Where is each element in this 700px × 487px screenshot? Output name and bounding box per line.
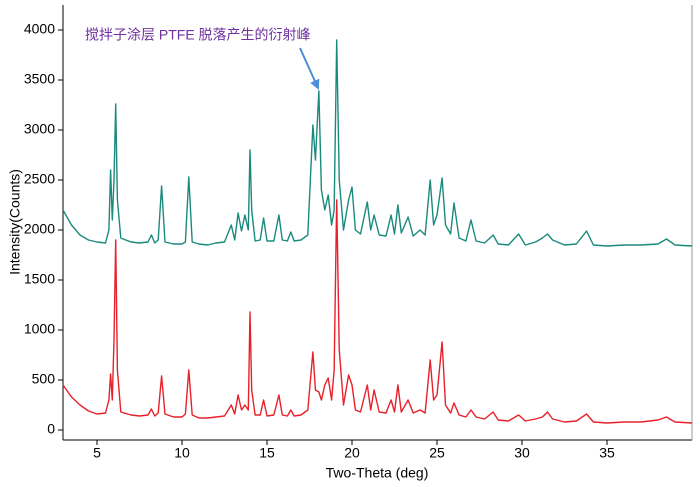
x-tick-label: 30 bbox=[514, 445, 530, 461]
y-tick-label: 1500 bbox=[24, 271, 55, 287]
y-tick-label: 0 bbox=[47, 421, 55, 437]
series-line bbox=[62, 39, 693, 247]
y-tick-label: 3000 bbox=[24, 121, 55, 137]
y-axis-label: Intensity(Counts) bbox=[7, 169, 23, 275]
x-tick-label: 10 bbox=[174, 445, 190, 461]
x-tick-label: 25 bbox=[429, 445, 445, 461]
y-tick-label: 500 bbox=[32, 371, 56, 387]
x-axis-label: Two-Theta (deg) bbox=[326, 465, 429, 481]
annotation: 搅拌子涂层 PTFE 脱落产生的衍射峰 bbox=[85, 27, 311, 43]
y-tick-label: 4000 bbox=[24, 21, 55, 37]
x-tick-label: 15 bbox=[259, 445, 275, 461]
y-tick-label: 2500 bbox=[24, 171, 55, 187]
x-tick-label: 20 bbox=[344, 445, 360, 461]
x-tick-label: 35 bbox=[599, 445, 615, 461]
y-tick-label: 1000 bbox=[24, 321, 55, 337]
annotation-arrow bbox=[299, 47, 320, 90]
series-line bbox=[62, 199, 693, 424]
y-tick-label: 2000 bbox=[24, 221, 55, 237]
x-tick-label: 5 bbox=[93, 445, 101, 461]
y-tick-label: 3500 bbox=[24, 71, 55, 87]
